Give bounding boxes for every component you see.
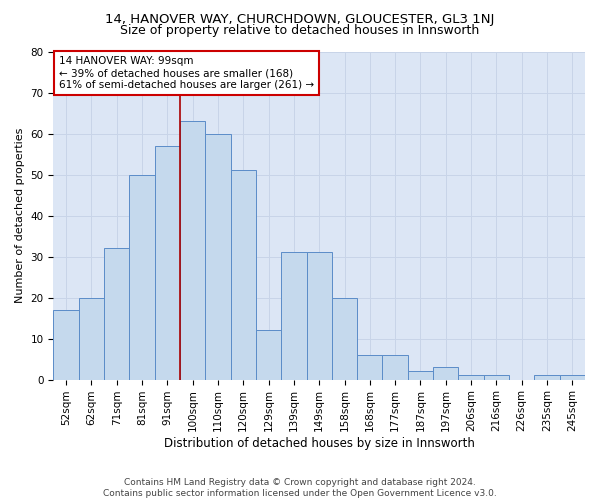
- Bar: [535, 376, 560, 380]
- Bar: [281, 252, 307, 380]
- Text: 14 HANOVER WAY: 99sqm
← 39% of detached houses are smaller (168)
61% of semi-det: 14 HANOVER WAY: 99sqm ← 39% of detached …: [59, 56, 314, 90]
- Bar: [458, 376, 484, 380]
- Bar: [79, 298, 104, 380]
- Text: 14, HANOVER WAY, CHURCHDOWN, GLOUCESTER, GL3 1NJ: 14, HANOVER WAY, CHURCHDOWN, GLOUCESTER,…: [106, 12, 494, 26]
- Bar: [332, 298, 357, 380]
- Bar: [230, 170, 256, 380]
- Bar: [382, 355, 408, 380]
- Bar: [433, 368, 458, 380]
- Bar: [155, 146, 180, 380]
- Text: Size of property relative to detached houses in Innsworth: Size of property relative to detached ho…: [121, 24, 479, 37]
- Y-axis label: Number of detached properties: Number of detached properties: [15, 128, 25, 303]
- Bar: [256, 330, 281, 380]
- Bar: [307, 252, 332, 380]
- Bar: [53, 310, 79, 380]
- Bar: [104, 248, 130, 380]
- Bar: [560, 376, 585, 380]
- Bar: [205, 134, 230, 380]
- X-axis label: Distribution of detached houses by size in Innsworth: Distribution of detached houses by size …: [164, 437, 475, 450]
- Text: Contains HM Land Registry data © Crown copyright and database right 2024.
Contai: Contains HM Land Registry data © Crown c…: [103, 478, 497, 498]
- Bar: [180, 121, 205, 380]
- Bar: [484, 376, 509, 380]
- Bar: [130, 174, 155, 380]
- Bar: [408, 372, 433, 380]
- Bar: [357, 355, 382, 380]
